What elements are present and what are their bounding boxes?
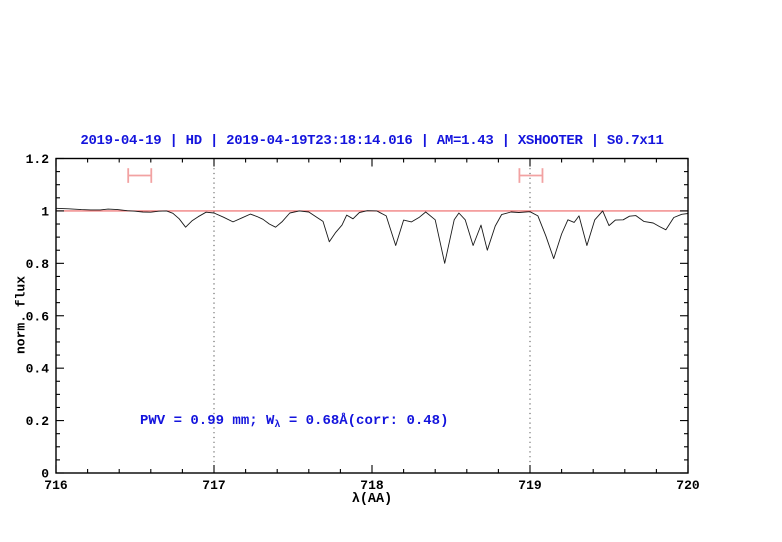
annotation-subscript-lambda: λ [274, 420, 281, 431]
x-tick-label: 717 [202, 478, 225, 493]
x-tick-label: 720 [676, 478, 700, 493]
spectrum-line [55, 207, 689, 264]
x-axis-label: λ(AA) [351, 492, 393, 507]
annotation-text-post: = 0.68Å(corr: 0.48) [280, 413, 449, 429]
x-tick-label: 716 [44, 478, 68, 493]
pwv-annotation: PWV = 0.99 mm; Wλ = 0.68Å(corr: 0.48) [140, 413, 448, 431]
y-tick-label: 0.4 [26, 362, 50, 377]
y-tick-label: 0 [41, 467, 49, 482]
y-tick-label: 0.6 [26, 309, 50, 324]
y-tick-label: 0.8 [26, 257, 50, 272]
x-tick-label: 718 [360, 478, 384, 493]
y-tick-label: 1 [41, 204, 49, 219]
y-axis-label: norm. flux [13, 275, 29, 355]
x-tick-label: 719 [518, 478, 542, 493]
annotation-text-pre: PWV = 0.99 mm; W [140, 413, 275, 429]
plot-title: 2019-04-19 | HD | 2019-04-19T23:18:14.01… [80, 133, 664, 149]
y-tick-label: 0.2 [26, 414, 50, 429]
y-tick-label: 1.2 [26, 152, 50, 167]
